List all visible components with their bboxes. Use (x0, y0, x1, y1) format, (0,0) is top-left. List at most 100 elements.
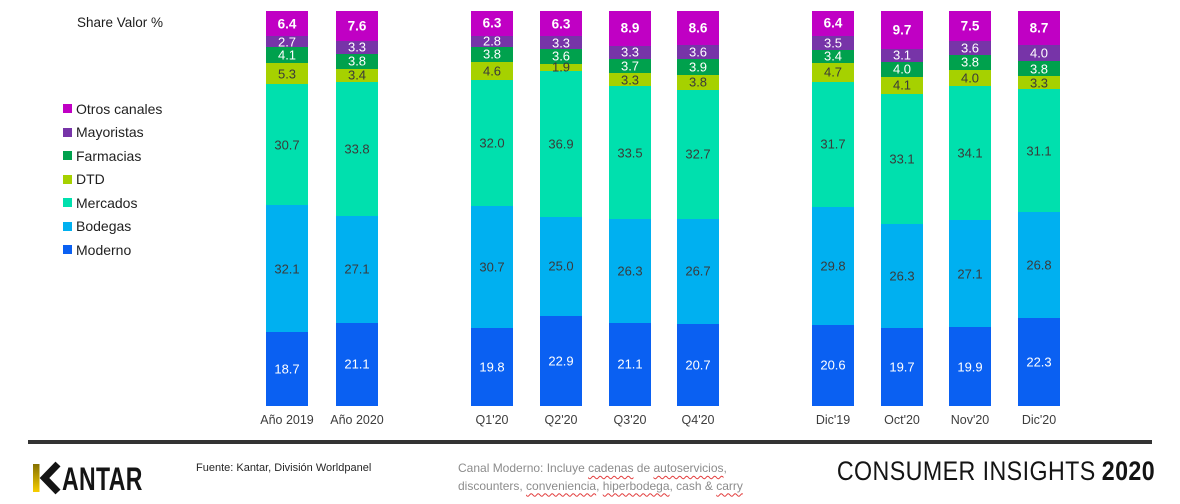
footer-divider (28, 440, 1152, 444)
legend-item: Mercados (63, 191, 162, 215)
bar-segment: 6.4 (812, 10, 854, 36)
segment-value-label: 3.3 (551, 35, 571, 51)
bar-segment: 3.4 (812, 48, 854, 64)
note-text: , cash & (669, 478, 717, 493)
segment-value-label: 4.1 (892, 77, 912, 93)
bar-segment: 18.7 (266, 332, 308, 406)
segment-value-label: 30.7 (479, 259, 505, 275)
note-text: discounters, (458, 478, 527, 493)
x-axis-label: Dic'19 (815, 413, 851, 427)
segment-value-label: 3.9 (688, 59, 708, 75)
bar-segment: 3.3 (1018, 75, 1060, 91)
segment-value-label: 20.7 (685, 357, 711, 373)
bar-segment: 20.6 (812, 324, 854, 406)
bar-segment: 3.8 (677, 74, 719, 90)
segment-value-label: 4.7 (823, 64, 843, 80)
segment-value-label: 3.4 (823, 48, 843, 64)
bar-segment: 8.6 (677, 11, 719, 45)
bar-segment: 3.8 (336, 53, 378, 69)
segment-value-label: 3.6 (960, 40, 980, 56)
x-axis-label: Dic'20 (1021, 413, 1057, 427)
segment-value-label: 19.9 (957, 359, 983, 375)
bar-segment: 6.4 (266, 11, 308, 37)
legend-label: Farmacias (76, 147, 142, 164)
segment-value-label: 3.8 (347, 53, 367, 69)
misspelled-word: conveniencia (526, 478, 597, 493)
segment-value-label: 4.0 (1029, 45, 1049, 61)
bar-segment: 33.8 (336, 82, 378, 216)
legend-item: Otros canales (63, 97, 162, 121)
bar: 8.9 3.3 3.7 3.3 33.5 26.3 21.1 (609, 10, 651, 406)
bar-segment: 3.1 (881, 48, 923, 63)
kantar-k-arms (39, 461, 61, 495)
segment-value-label: 6.4 (277, 16, 297, 32)
segment-value-label: 32.7 (685, 146, 711, 162)
bar: 7.6 3.3 3.8 3.4 33.8 27.1 21.1 (336, 10, 378, 406)
channel-note: Canal Moderno: Incluye cadenas de autose… (458, 460, 758, 495)
bar-segment: 27.1 (336, 215, 378, 323)
segment-value-label: 27.1 (344, 261, 370, 277)
segment-value-label: 3.3 (347, 39, 367, 55)
segment-value-label: 18.7 (274, 361, 300, 377)
segment-value-label: 4.1 (277, 47, 297, 63)
bar-segment: 29.8 (812, 206, 854, 325)
bar-segment: 3.5 (812, 35, 854, 51)
misspelled-word: carry (716, 478, 743, 493)
misspelled-word: hiperbodega (602, 478, 670, 493)
bar: 7.5 3.6 3.8 4.0 34.1 27.1 19.9 (949, 11, 991, 406)
segment-value-label: 3.6 (688, 44, 708, 60)
bar-segment: 34.1 (949, 85, 991, 221)
bar-segment: 4.1 (881, 77, 923, 94)
legend-label: Mayoristas (76, 124, 144, 141)
bar-segment: 2.7 (266, 34, 308, 50)
segment-value-label: 8.7 (1029, 20, 1049, 36)
bar-segment: 19.9 (949, 327, 991, 406)
segment-value-label: 3.3 (620, 44, 640, 60)
segment-value-label: 36.9 (548, 136, 574, 152)
legend-item: Bodegas (63, 215, 162, 239)
segment-value-label: 2.7 (277, 34, 297, 50)
bar-segment: 4.0 (1018, 45, 1060, 62)
svg-text:ANTAR: ANTAR (62, 461, 143, 495)
bar: 8.7 4.0 3.8 3.3 31.1 26.8 22.3 (1018, 11, 1060, 406)
segment-value-label: 19.7 (889, 359, 915, 375)
segment-value-label: 22.9 (548, 353, 574, 369)
legend-swatch (63, 151, 72, 161)
segment-value-label: 27.1 (957, 266, 983, 282)
bar-segment: 6.3 (540, 11, 582, 37)
bar-segment: 3.3 (336, 39, 378, 55)
segment-value-label: 4.0 (892, 61, 912, 77)
bar-segment: 3.4 (336, 68, 378, 83)
segment-value-label: 31.1 (1026, 143, 1052, 159)
bar-segment: 1.9 (540, 60, 582, 75)
misspelled-word: cadenas (588, 461, 634, 475)
channel-note-line: discounters, conveniencia, hiperbodega, … (458, 478, 758, 496)
bar-segment: 4.0 (949, 69, 991, 86)
misspelled-word: autoservicios (653, 461, 724, 475)
segment-value-label: 3.3 (1029, 75, 1049, 91)
x-axis-label: Año 2019 (260, 413, 314, 427)
x-axis-label: Nov'20 (950, 413, 990, 427)
bar-segment: 7.6 (336, 10, 378, 41)
segment-value-label: 19.8 (479, 359, 505, 375)
segment-value-label: 3.8 (960, 54, 980, 70)
segment-value-label: 34.1 (957, 145, 983, 161)
segment-value-label: 8.6 (688, 20, 708, 36)
bar-segment: 9.7 (881, 11, 923, 50)
segment-value-label: 3.7 (620, 58, 640, 74)
bar: 6.3 3.3 3.6 1.9 36.9 25.0 22.9 (540, 11, 582, 406)
segment-value-label: 3.5 (823, 35, 843, 51)
segment-value-label: 9.7 (892, 22, 912, 38)
channel-note-line: Canal Moderno: Incluye cadenas de autose… (458, 460, 758, 478)
bar-segment: 8.7 (1018, 11, 1060, 46)
segment-value-label: 33.5 (617, 145, 643, 161)
x-axis-label: Q1'20 (475, 413, 509, 427)
bar-segment: 26.3 (881, 224, 923, 329)
segment-value-label: 26.3 (889, 268, 915, 284)
bar-segment: 4.0 (881, 61, 923, 78)
segment-value-label: 22.3 (1026, 354, 1052, 370)
bar-segment: 33.5 (609, 86, 651, 219)
legend-swatch (63, 104, 72, 114)
bar-segment: 3.9 (677, 59, 719, 75)
